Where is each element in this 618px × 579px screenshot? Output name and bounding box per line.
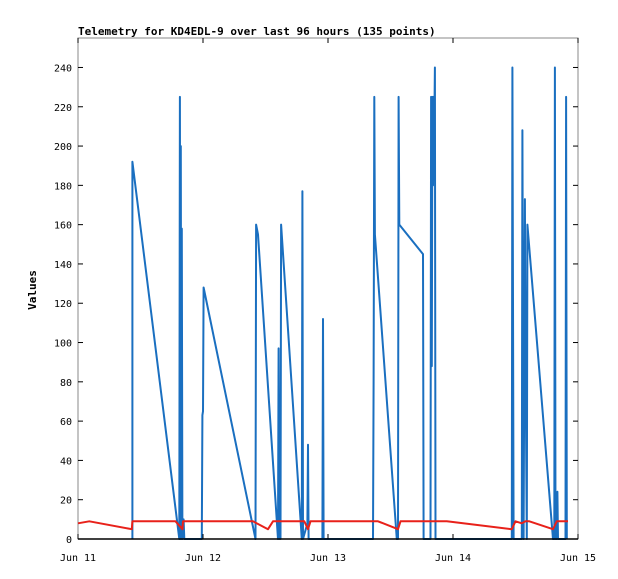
y-tick-label: 120 (54, 299, 72, 310)
y-tick-label: 160 (54, 221, 72, 232)
y-tick-label: 80 (60, 378, 72, 389)
y-tick-label: 0 (66, 535, 72, 546)
y-axis-label: Values (26, 270, 39, 310)
series-line-0 (131, 66, 568, 540)
y-tick-label: 200 (54, 142, 72, 153)
y-tick-label: 100 (54, 339, 72, 350)
y-tick-label: 60 (60, 417, 72, 428)
plot-area (77, 37, 579, 540)
y-tick-label: 20 (60, 496, 72, 507)
x-axis: Jun 11 Jun 12 Jun 13 Jun 14 Jun 15 (60, 38, 596, 564)
y-tick-label: 220 (54, 103, 72, 114)
y-tick-label: 140 (54, 260, 72, 271)
y-axis: 0 20 40 60 80 100 120 140 160 180 200 220 240 (54, 63, 578, 546)
y-tick-label: 180 (54, 181, 72, 192)
x-tick-label: Jun 14 (435, 553, 471, 564)
y-tick-label: 240 (54, 63, 72, 74)
x-tick-label: Jun 13 (310, 553, 346, 564)
x-tick-label: Jun 15 (560, 553, 596, 564)
y-tick-label: 40 (60, 456, 72, 467)
chart-title: Telemetry for KD4EDL-9 over last 96 hour… (78, 25, 436, 38)
x-tick-label: Jun 11 (60, 553, 96, 564)
x-tick-label: Jun 12 (185, 553, 221, 564)
series-line-1 (77, 520, 568, 531)
